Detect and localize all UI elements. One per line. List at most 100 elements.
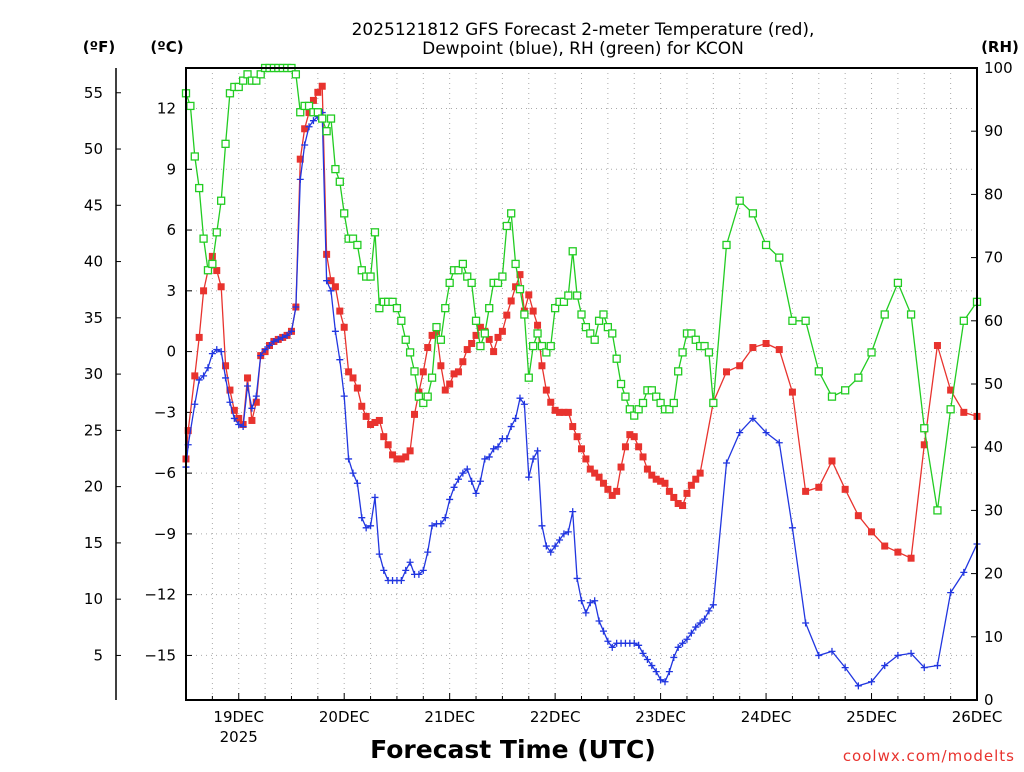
dewpoint-point (547, 548, 555, 556)
rh-point (252, 76, 261, 85)
rh-point (687, 329, 696, 338)
dewpoint-point (788, 524, 796, 532)
temperature-point (525, 291, 533, 299)
rh-point (827, 392, 837, 401)
temperature-point (626, 431, 634, 439)
dewpoint-point (331, 327, 339, 335)
dewpoint-point (525, 473, 533, 481)
rh-point (669, 398, 678, 408)
temperature-point (230, 406, 238, 414)
dewpoint-point (630, 639, 638, 647)
temperature-point (933, 342, 941, 350)
temperature-line (185, 84, 978, 560)
temperature-point (947, 386, 955, 394)
temperature-point (314, 88, 322, 96)
rh-point (348, 234, 358, 243)
rh-point (920, 424, 929, 433)
dewpoint-point (841, 664, 849, 672)
rh-point (388, 297, 397, 306)
temperature-point (529, 307, 537, 315)
rh-unit-label: (RH) (981, 38, 1019, 56)
rh-point (533, 329, 542, 338)
dewpoint-point (437, 520, 445, 528)
dewpoint-point (279, 333, 287, 341)
rh-point (568, 247, 577, 256)
rh-point (397, 316, 406, 325)
temperature-point (490, 348, 498, 356)
rh-point (186, 101, 195, 111)
dewpoint-point (542, 542, 550, 550)
rh-point (656, 398, 665, 408)
rh-point (634, 405, 643, 414)
dewpoint-point (476, 477, 484, 485)
rh-point (401, 335, 410, 344)
rh-tick-label: 30 (984, 501, 1003, 519)
dewpoint-point (661, 678, 669, 686)
dewpoint-point (604, 637, 612, 645)
rh-point (880, 310, 889, 319)
rh-point (458, 259, 468, 269)
dewpoint-point (586, 599, 594, 607)
dewpoint-point (670, 653, 678, 661)
rh-point (454, 266, 463, 275)
rh-point (599, 310, 608, 319)
rh-point (625, 405, 634, 414)
dewpoint-point (723, 459, 731, 467)
dewpoint-point (516, 394, 524, 402)
rh-point (665, 405, 674, 414)
temperature-point (184, 427, 192, 435)
rh-point (775, 253, 784, 262)
data-series (181, 63, 982, 690)
temperature-point (217, 283, 225, 291)
temperature-point (411, 410, 419, 418)
fahrenheit-tick-label: 30 (84, 365, 103, 383)
dewpoint-point (235, 421, 243, 429)
dewpoint-point (701, 615, 709, 623)
temperature-point (402, 453, 410, 461)
rh-point (603, 322, 613, 332)
rh-point (542, 348, 551, 357)
dewpoint-point (595, 617, 603, 625)
temperature-point (222, 362, 230, 370)
dewpoint-point (349, 469, 357, 477)
dewpoint-point (705, 607, 713, 615)
rh-point (370, 228, 380, 237)
temperature-point (195, 333, 203, 341)
celsius-tick-label: −9 (154, 525, 176, 543)
dewpoint-point (380, 566, 388, 574)
temperature-point (305, 109, 313, 117)
dewpoint-point (692, 623, 700, 631)
time-tick-year-label: 2025 (220, 728, 258, 746)
rh-point (405, 348, 415, 357)
rh-tick-label: 60 (984, 312, 1003, 330)
dewpoint-point (397, 576, 405, 584)
rh-point (476, 341, 485, 351)
dewpoint-point (674, 643, 682, 651)
temperature-point (358, 402, 366, 410)
rh-point (594, 316, 604, 325)
temperature-point (652, 475, 660, 483)
temperature-point (736, 362, 744, 370)
temperature-point (301, 125, 309, 133)
dewpoint-point (287, 327, 295, 335)
celsius-unit-label: (ºC) (150, 38, 183, 56)
rh-point (471, 316, 481, 325)
temperature-point (446, 380, 454, 388)
temperature-point (441, 386, 449, 394)
temperature-point (323, 250, 331, 258)
dewpoint-point (815, 651, 823, 659)
temperature-point (907, 554, 915, 562)
rh-point (959, 316, 968, 325)
rh-point (550, 304, 560, 313)
rh-point (559, 297, 569, 306)
temperature-point (367, 421, 375, 429)
dewpoint-point (490, 445, 498, 453)
temperature-point (573, 433, 581, 441)
watermark: coolwx.com/modelts (843, 747, 1015, 765)
temperature-point (534, 321, 542, 329)
dewpoint-point (265, 342, 273, 350)
temperature-point (503, 311, 511, 319)
temperature-point (327, 277, 335, 285)
rh-point (480, 329, 489, 338)
